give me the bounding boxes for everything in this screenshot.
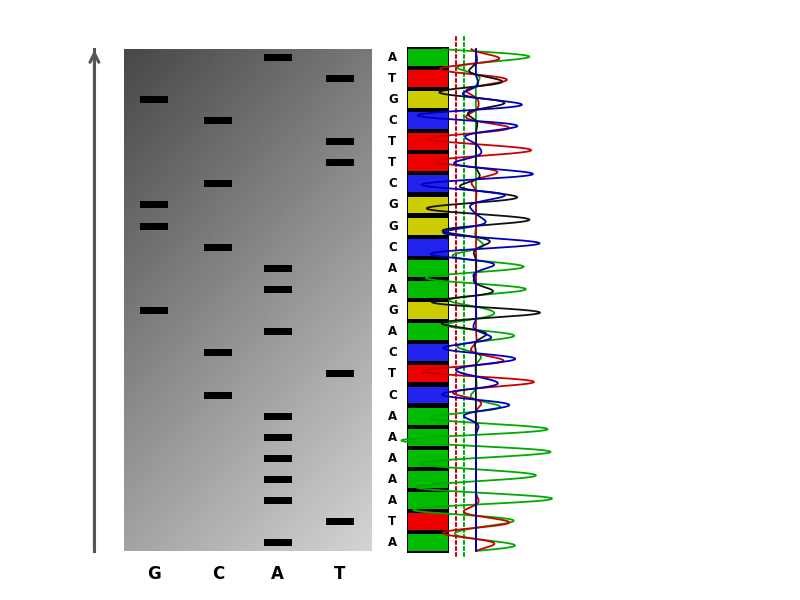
Text: T: T — [388, 156, 396, 169]
Bar — [264, 476, 292, 483]
Bar — [326, 370, 354, 377]
Bar — [264, 413, 292, 419]
Bar — [204, 117, 232, 124]
Bar — [204, 244, 232, 251]
Bar — [264, 265, 292, 272]
Text: C: C — [388, 241, 397, 254]
Text: G: G — [388, 93, 398, 106]
Bar — [408, 535, 448, 551]
Bar — [408, 407, 448, 425]
Text: T: T — [388, 367, 396, 380]
Bar — [326, 138, 354, 145]
Bar — [264, 497, 292, 504]
Bar — [408, 91, 448, 108]
Bar — [264, 434, 292, 441]
Bar — [140, 96, 168, 103]
Bar — [204, 181, 232, 187]
Bar — [408, 513, 448, 530]
Bar — [408, 344, 448, 361]
Bar — [408, 323, 448, 340]
Bar — [204, 349, 232, 356]
Text: G: G — [388, 199, 398, 211]
Bar — [408, 218, 448, 235]
Bar — [326, 518, 354, 525]
Bar — [408, 197, 448, 214]
Bar — [264, 53, 292, 61]
Text: A: A — [271, 565, 284, 583]
Bar — [408, 471, 448, 488]
Text: G: G — [388, 304, 398, 317]
Text: C: C — [388, 114, 397, 127]
Bar — [408, 70, 448, 87]
Bar — [408, 450, 448, 467]
Bar — [326, 75, 354, 82]
Text: A: A — [388, 283, 397, 296]
Bar — [140, 202, 168, 208]
Bar — [204, 392, 232, 398]
Bar — [326, 159, 354, 166]
Bar — [408, 154, 448, 171]
Bar — [408, 49, 448, 65]
Text: T: T — [388, 72, 396, 85]
Text: C: C — [212, 565, 224, 583]
Bar — [264, 455, 292, 462]
Bar — [408, 492, 448, 509]
Bar — [140, 223, 168, 230]
Text: C: C — [388, 389, 397, 401]
Text: C: C — [388, 346, 397, 359]
Bar — [264, 539, 292, 546]
Text: A: A — [388, 473, 397, 486]
Bar — [264, 286, 292, 293]
Text: A: A — [388, 325, 397, 338]
Bar — [408, 429, 448, 446]
Text: T: T — [388, 135, 396, 148]
Text: T: T — [388, 515, 396, 528]
Text: A: A — [388, 452, 397, 465]
Bar — [407, 47, 449, 553]
Bar — [408, 112, 448, 129]
Bar — [140, 307, 168, 314]
Bar — [408, 175, 448, 193]
Text: G: G — [388, 220, 398, 233]
Text: A: A — [388, 262, 397, 275]
Text: A: A — [388, 50, 397, 64]
Text: A: A — [388, 410, 397, 422]
Text: G: G — [147, 565, 161, 583]
Text: T: T — [334, 565, 346, 583]
Bar — [408, 386, 448, 403]
Text: A: A — [388, 431, 397, 444]
Bar — [408, 365, 448, 382]
Text: C: C — [388, 178, 397, 190]
Bar — [408, 239, 448, 256]
Bar — [264, 328, 292, 335]
Bar — [408, 133, 448, 150]
Text: A: A — [388, 536, 397, 550]
Bar — [408, 281, 448, 298]
Bar — [408, 260, 448, 277]
Bar — [408, 302, 448, 319]
Text: A: A — [388, 494, 397, 507]
